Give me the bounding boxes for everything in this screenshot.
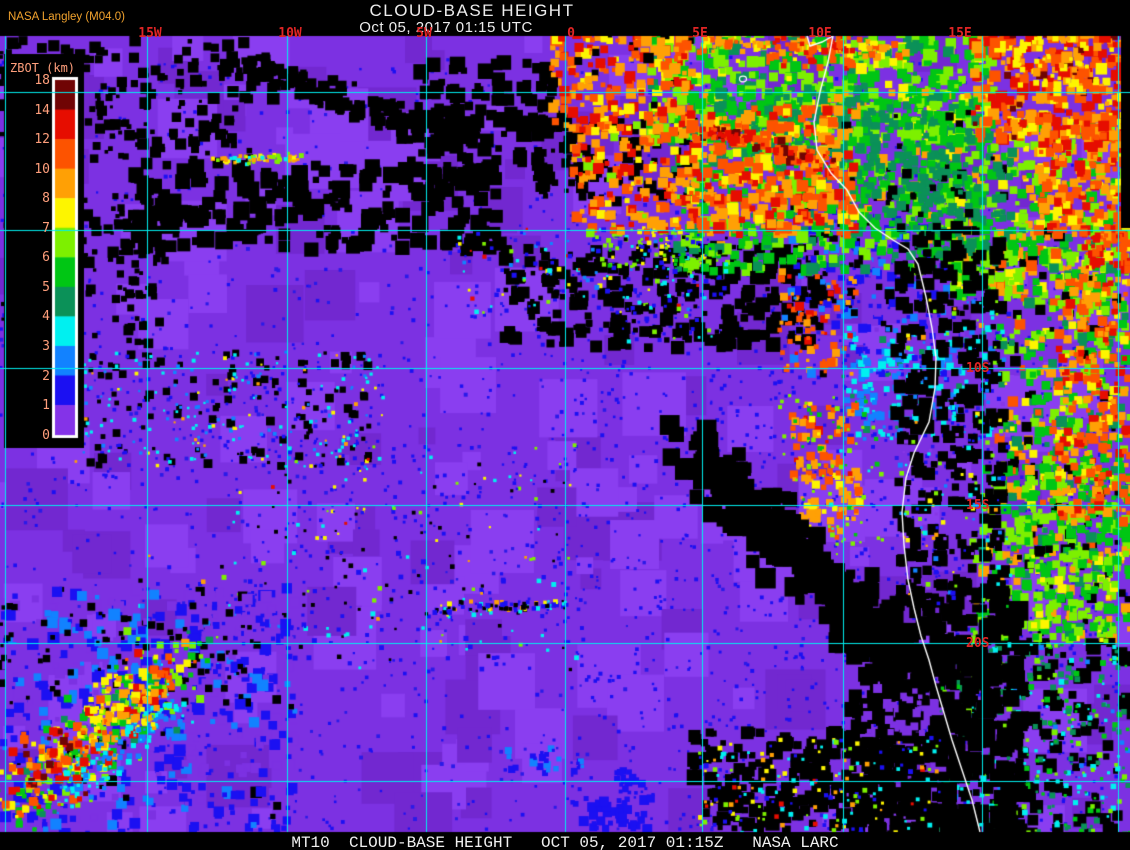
cloud-base-height-map: [0, 0, 1130, 850]
satellite-product-page: CLOUD-BASE HEIGHT Oct 05, 2017 01:15 UTC…: [0, 0, 1130, 850]
